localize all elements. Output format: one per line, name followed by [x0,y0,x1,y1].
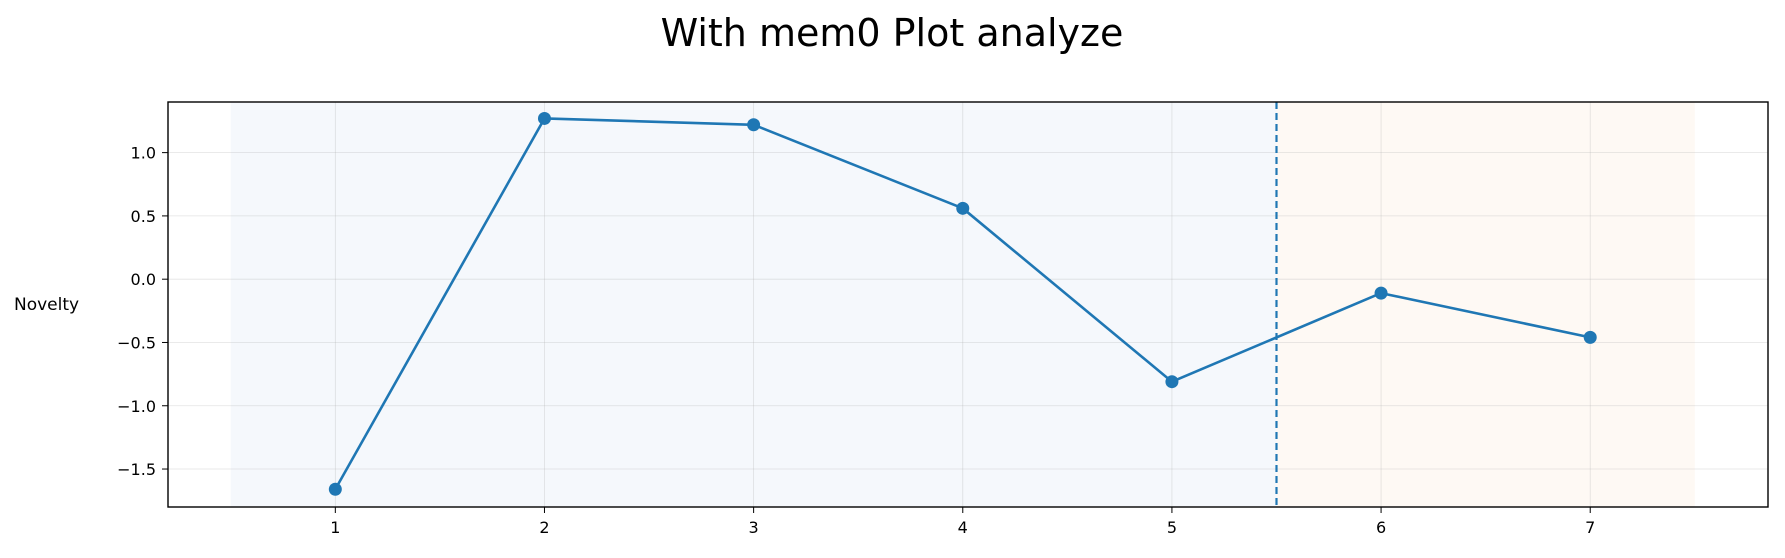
data-point [537,111,551,125]
y-tick-label: −0.5 [117,333,156,352]
data-point [956,201,970,215]
x-tick-label: 1 [330,518,340,537]
axis-ticks: 1 2 3 4 5 6 7 1.0 0.5 0.0 −0.5 −1.0 −1.5 [117,144,1595,537]
shaded-region-1 [230,102,1277,507]
data-point [1374,286,1388,300]
y-tick-label: 0.0 [131,270,156,289]
data-point [747,118,761,132]
grid-lines [168,102,1768,507]
shaded-region-2 [1276,102,1695,507]
y-tick-label: −1.0 [117,397,156,416]
x-tick-label: 6 [1376,518,1386,537]
chart-title: With mem0 Plot analyze [661,11,1124,55]
x-tick-label: 5 [1167,518,1177,537]
y-tick-label: 0.5 [131,207,156,226]
series-group [328,111,1597,496]
x-tick-label: 2 [539,518,549,537]
data-point [328,482,342,496]
x-tick-label: 7 [1585,518,1595,537]
shaded-regions [230,102,1695,507]
plot-frame [167,101,1769,508]
data-point [1165,375,1179,389]
data-point [1583,330,1597,344]
x-tick-label: 3 [749,518,759,537]
y-axis-label: Novelty [14,295,79,315]
y-tick-label: 1.0 [131,144,156,163]
y-tick-label: −1.5 [117,460,156,479]
x-tick-label: 4 [958,518,968,537]
